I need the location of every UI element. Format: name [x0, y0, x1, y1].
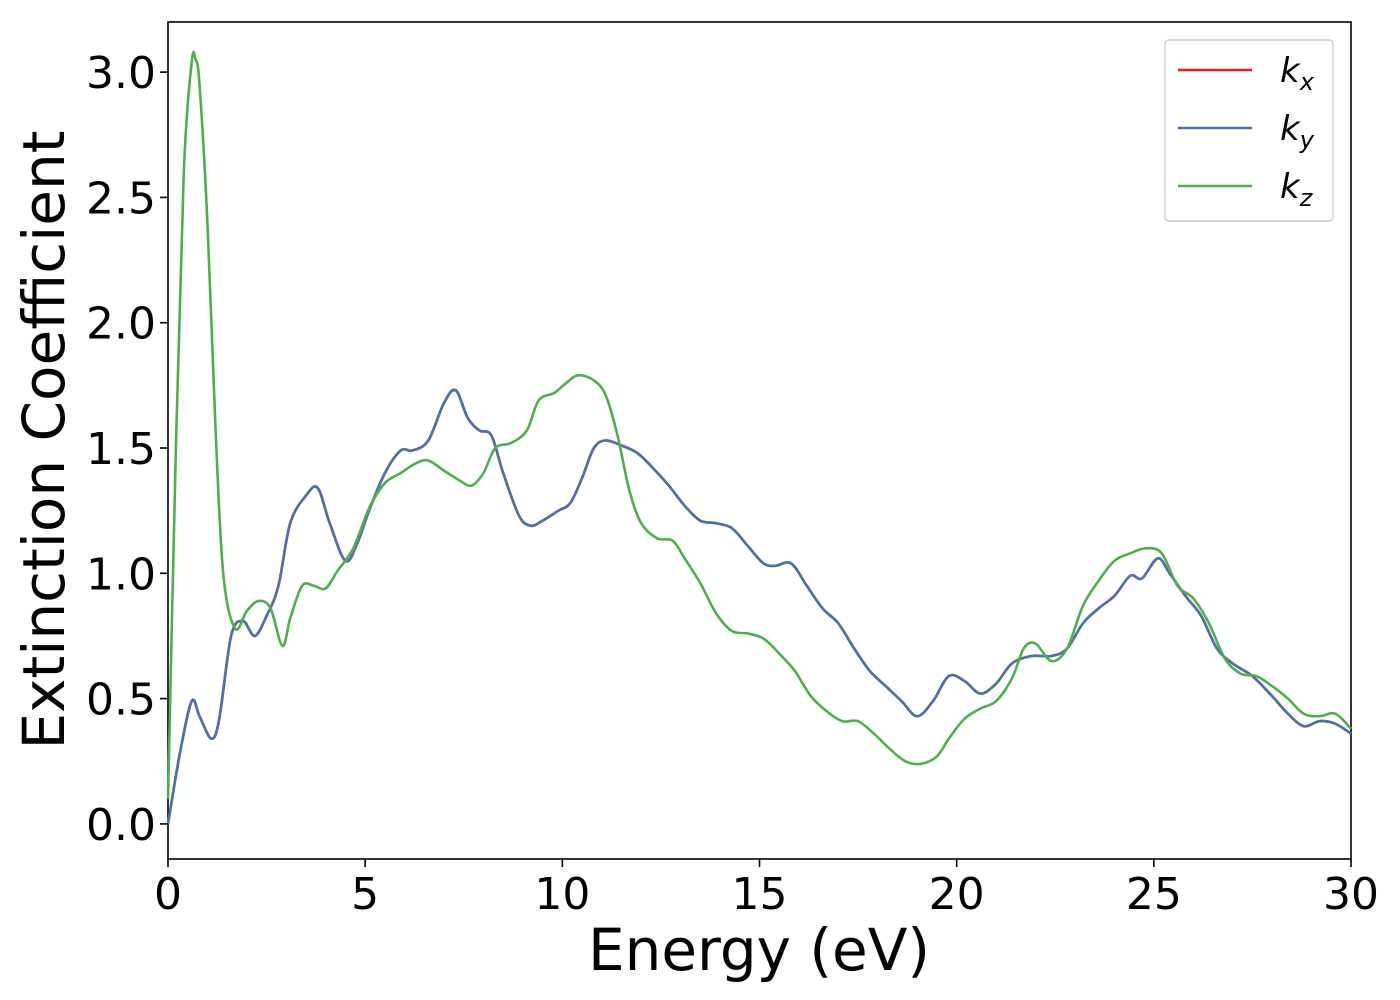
- y-tick-label: 0.5: [86, 675, 156, 726]
- y-axis-label: Extinction Coefficient: [10, 131, 78, 750]
- legend-label-subscript: x: [1299, 68, 1315, 96]
- x-tick-label: 25: [1126, 869, 1182, 920]
- y-tick-label: 2.5: [86, 173, 156, 224]
- series-line-kx: [166, 388, 1352, 825]
- legend-label-kx: kx: [1280, 51, 1315, 96]
- legend-label-subscript: z: [1299, 184, 1314, 212]
- y-tick-label: 1.5: [86, 424, 156, 475]
- x-tick-label: 0: [154, 869, 182, 920]
- legend-label-base: k: [1280, 167, 1301, 207]
- legend-label-base: k: [1280, 51, 1301, 91]
- x-tick-label: 5: [351, 869, 379, 920]
- x-axis-ticks: 0 5 10 15 20 25 30: [154, 859, 1379, 920]
- y-tick-label: 3.0: [86, 48, 156, 99]
- series-lines: [166, 50, 1352, 825]
- x-tick-label: 10: [534, 869, 590, 920]
- x-tick-label: 30: [1323, 869, 1379, 920]
- x-tick-label: 15: [732, 869, 788, 920]
- series-line-ky: [166, 388, 1352, 825]
- legend-label-subscript: y: [1299, 126, 1315, 154]
- legend-label-ky: ky: [1280, 109, 1315, 154]
- y-tick-label: 1.0: [86, 549, 156, 600]
- legend-label-kz: kz: [1280, 167, 1314, 212]
- legend-box: [1164, 39, 1334, 222]
- y-tick-label: 2.0: [86, 299, 156, 350]
- legend-label-base: k: [1280, 109, 1301, 149]
- series-line-kz: [166, 50, 1352, 799]
- x-tick-label: 20: [929, 869, 985, 920]
- y-axis-ticks: 0.0 0.5 1.0 1.5 2.0 2.5 3.0: [86, 48, 168, 851]
- x-axis-label: Energy (eV): [588, 916, 930, 984]
- y-tick-label: 0.0: [86, 800, 156, 851]
